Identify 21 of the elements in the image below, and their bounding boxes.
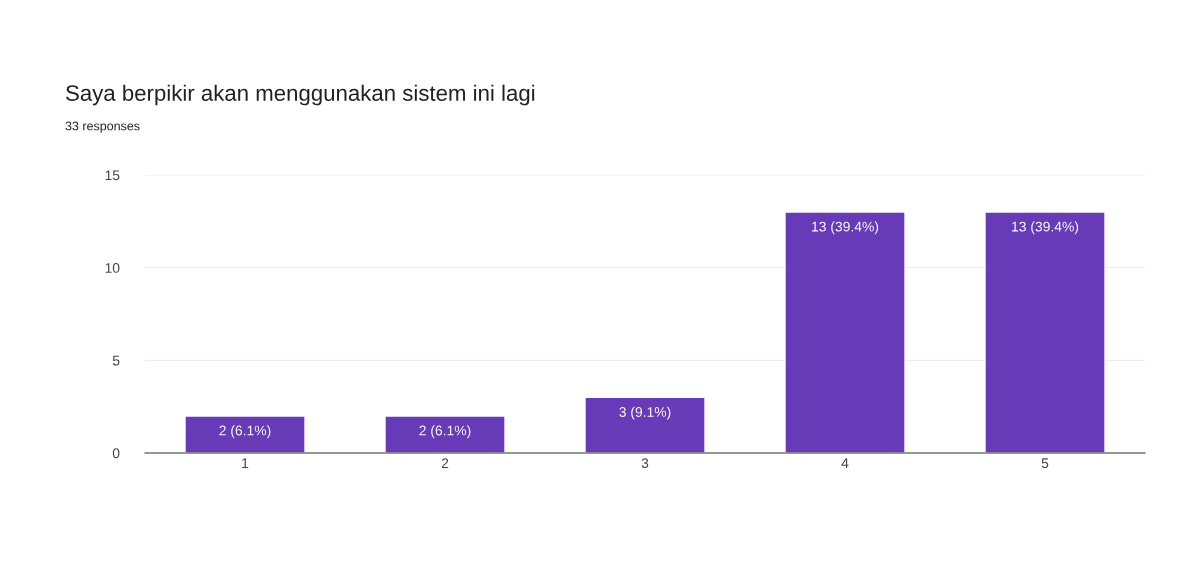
y-tick-label: 15 bbox=[105, 170, 120, 181]
bar bbox=[584, 396, 706, 453]
bar bbox=[184, 415, 306, 453]
x-tick-label: 1 bbox=[242, 458, 249, 468]
x-tick-label: 2 bbox=[441, 458, 449, 468]
x-tick-label: 3 bbox=[641, 458, 649, 469]
data-label: 2 (6.1%) bbox=[219, 425, 271, 439]
chart-title: Saya berpikir akan menggunakan sistem ini lagi bbox=[66, 84, 535, 106]
x-tick-label: 4 bbox=[841, 458, 849, 468]
bar bbox=[384, 415, 506, 453]
data-label: 3 (9.1%) bbox=[619, 406, 671, 420]
y-tick-label: 5 bbox=[112, 355, 120, 366]
data-label: 2 (6.1%) bbox=[419, 425, 471, 439]
y-tick-label: 10 bbox=[105, 263, 120, 273]
chart-subtitle: 33 responses bbox=[65, 121, 140, 133]
bar bbox=[784, 211, 906, 453]
data-label: 13 (39.4%) bbox=[1012, 221, 1079, 235]
y-tick-label: 0 bbox=[112, 448, 120, 459]
x-tick-label: 5 bbox=[1041, 458, 1049, 469]
data-label: 13 (39.4%) bbox=[812, 221, 879, 235]
bar bbox=[984, 211, 1106, 453]
